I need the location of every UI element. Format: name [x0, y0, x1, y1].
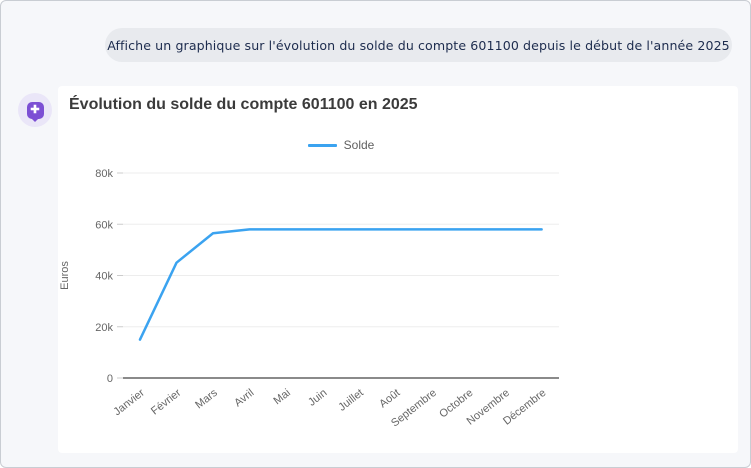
- svg-text:0: 0: [107, 373, 113, 385]
- x-tick-label: Mars: [193, 387, 220, 412]
- assistant-avatar: ✚: [18, 93, 52, 127]
- svg-text:80k: 80k: [95, 168, 113, 180]
- legend-series-label[interactable]: Solde: [343, 138, 375, 152]
- x-tick-label: Avril: [232, 387, 256, 410]
- svg-text:40k: 40k: [95, 271, 113, 283]
- chart-legend: Solde: [58, 138, 624, 152]
- x-tick-label: Juillet: [336, 387, 366, 414]
- y-axis-title: Euros: [59, 261, 71, 290]
- user-message-text: Affiche un graphique sur l'évolution du …: [107, 37, 730, 53]
- x-tick-label: Janvier: [112, 387, 148, 418]
- x-tick-label: Février: [149, 387, 184, 418]
- x-tick-label: Août: [377, 387, 402, 410]
- solde-series-line: [138, 228, 543, 341]
- x-tick-label: Juin: [306, 387, 329, 409]
- svg-text:60k: 60k: [95, 219, 113, 231]
- chart-title: Évolution du solde du compte 601100 en 2…: [69, 96, 418, 113]
- balance-line-chart[interactable]: 0 20k 40k 60k 80k Euros Janvier Février Mars Avri…: [58, 156, 738, 453]
- user-message-bubble: Affiche un graphique sur l'évolution du …: [105, 28, 732, 62]
- legend-line-marker[interactable]: [307, 143, 337, 147]
- assistant-sparkle-icon: ✚: [26, 101, 44, 119]
- x-tick-label: Mai: [272, 387, 293, 407]
- svg-text:20k: 20k: [95, 322, 113, 334]
- chart-card: Évolution du solde du compte 601100 en 2…: [58, 86, 738, 453]
